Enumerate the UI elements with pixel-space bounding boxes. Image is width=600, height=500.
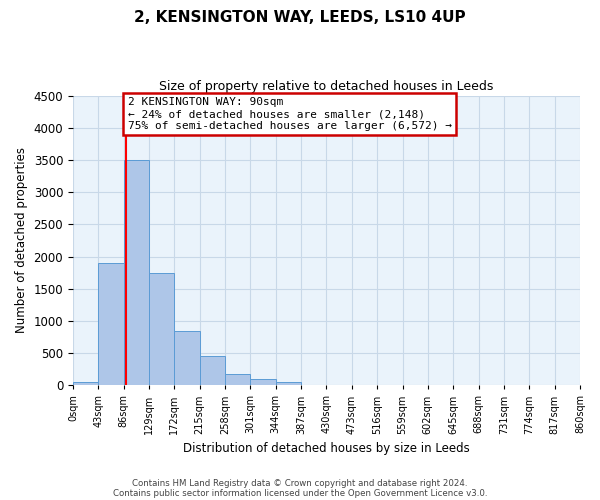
Text: Contains HM Land Registry data © Crown copyright and database right 2024.: Contains HM Land Registry data © Crown c…	[132, 478, 468, 488]
Bar	[149, 272, 175, 386]
Title: Size of property relative to detached houses in Leeds: Size of property relative to detached ho…	[159, 80, 494, 93]
Bar	[175, 330, 200, 386]
X-axis label: Distribution of detached houses by size in Leeds: Distribution of detached houses by size …	[183, 442, 470, 455]
Text: Contains public sector information licensed under the Open Government Licence v3: Contains public sector information licen…	[113, 488, 487, 498]
Bar	[124, 160, 149, 386]
Y-axis label: Number of detached properties: Number of detached properties	[15, 148, 28, 334]
Text: 2, KENSINGTON WAY, LEEDS, LS10 4UP: 2, KENSINGTON WAY, LEEDS, LS10 4UP	[134, 10, 466, 25]
Bar	[98, 263, 124, 386]
Bar	[200, 356, 225, 386]
Text: 2 KENSINGTON WAY: 90sqm
← 24% of detached houses are smaller (2,148)
75% of semi: 2 KENSINGTON WAY: 90sqm ← 24% of detache…	[128, 98, 452, 130]
Bar	[225, 374, 250, 386]
Bar	[276, 382, 301, 386]
Bar	[250, 379, 276, 386]
Bar	[73, 382, 98, 386]
